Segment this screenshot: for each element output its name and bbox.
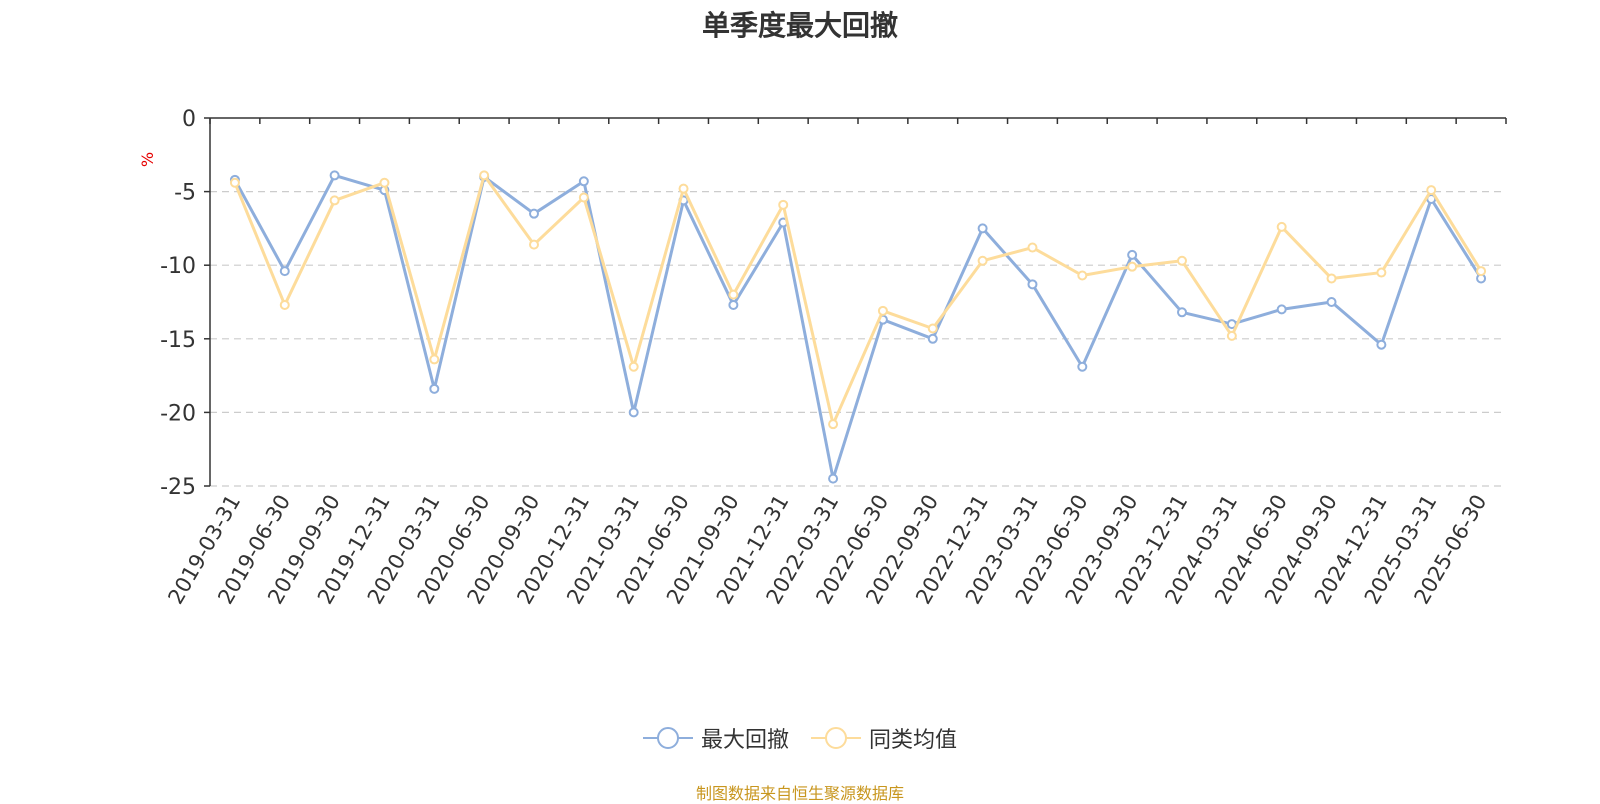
data-point-2 (1426, 185, 1437, 196)
data-point-1 (977, 223, 988, 234)
data-point-1 (279, 266, 290, 277)
data-point-2 (1226, 330, 1237, 341)
data-point-2 (1476, 266, 1487, 277)
series-line-1 (233, 173, 1483, 481)
data-point-2 (479, 170, 490, 181)
y-tick-label: -20 (160, 401, 196, 426)
data-point-2 (1326, 273, 1337, 284)
y-tick-label: -5 (174, 181, 196, 206)
data-point-2 (1027, 242, 1038, 253)
data-point-1 (1276, 304, 1287, 315)
data-point-2 (877, 305, 888, 316)
data-point-1 (1376, 339, 1387, 350)
data-point-2 (429, 354, 440, 365)
data-point-2 (1127, 261, 1138, 272)
data-point-1 (628, 407, 639, 418)
data-point-1 (578, 176, 589, 187)
data-point-2 (329, 195, 340, 206)
y-tick-label: 0 (182, 107, 196, 132)
data-point-2 (578, 192, 589, 203)
legend-label: 最大回撤 (700, 728, 789, 753)
data-point-1 (429, 383, 440, 394)
data-point-2 (678, 183, 689, 194)
data-point-2 (229, 177, 240, 188)
data-point-2 (927, 323, 938, 334)
data-point-1 (1027, 279, 1038, 290)
chart-title: 单季度最大回撤 (701, 9, 898, 42)
data-point-2 (279, 299, 290, 310)
data-point-1 (728, 299, 739, 310)
data-point-1 (329, 170, 340, 181)
data-point-2 (1276, 221, 1287, 232)
data-point-2 (379, 177, 390, 188)
data-point-1 (1077, 361, 1088, 372)
data-point-2 (828, 419, 839, 430)
legend-label: 同类均值 (869, 728, 958, 753)
legend-marker-icon (642, 727, 693, 749)
series-line-2 (233, 173, 1483, 426)
legend-item-1[interactable]: 最大回撤 (642, 722, 789, 754)
data-point-1 (1127, 249, 1138, 260)
data-point-2 (1376, 267, 1387, 278)
data-point-1 (529, 208, 539, 219)
data-point-2 (778, 199, 789, 210)
data-point-1 (1326, 297, 1337, 307)
data-point-2 (977, 255, 988, 266)
data-point-2 (1077, 270, 1088, 281)
legend-item-2[interactable]: 同类均值 (811, 722, 957, 754)
data-point-2 (728, 289, 739, 300)
y-tick-label: -25 (160, 475, 196, 500)
y-tick-label: -15 (160, 328, 196, 353)
data-point-1 (927, 333, 938, 344)
data-point-2 (628, 361, 639, 372)
legend-marker-icon (811, 727, 861, 749)
data-point-1 (1177, 307, 1187, 318)
data-point-2 (529, 239, 539, 250)
source-note: 制图数据来自恒生聚源数据库 (695, 784, 904, 803)
y-tick-label: -10 (160, 254, 196, 279)
data-point-2 (1177, 255, 1187, 266)
legend: 最大回撤 同类均值 (0, 722, 1600, 754)
data-point-1 (828, 473, 839, 484)
